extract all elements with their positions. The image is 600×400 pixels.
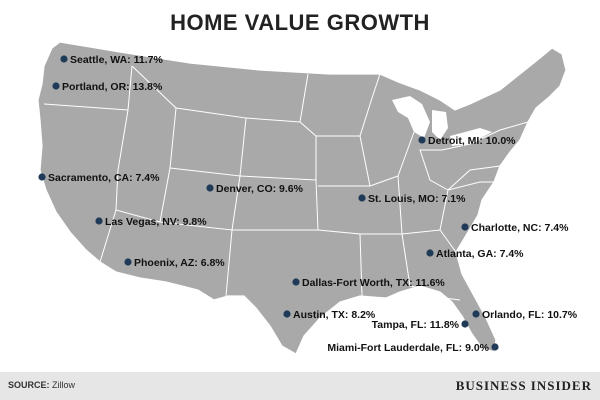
- city-label: Sacramento, CA: 7.4%: [48, 172, 160, 184]
- city-marker: Las Vegas, NV: 9.8%: [95, 216, 207, 228]
- map-title: HOME VALUE GROWTH: [0, 10, 600, 36]
- city-label: Tampa, FL: 11.8%: [372, 319, 460, 331]
- source-label: SOURCE:: [8, 380, 50, 390]
- city-label: St. Louis, MO: 7.1%: [368, 193, 466, 205]
- city-dot: [283, 310, 290, 317]
- city-dot: [292, 278, 299, 285]
- city-marker: Seattle, WA: 11.7%: [60, 54, 163, 66]
- city-dot: [472, 310, 479, 317]
- city-marker: Detroit, MI: 10.0%: [418, 135, 516, 147]
- city-marker: Portland, OR: 13.8%: [52, 81, 163, 93]
- source-value: Zillow: [52, 380, 75, 390]
- city-label: Charlotte, NC: 7.4%: [471, 222, 569, 234]
- city-dot: [491, 343, 498, 350]
- brand-logo: BUSINESS INSIDER: [456, 378, 592, 394]
- city-marker: St. Louis, MO: 7.1%: [358, 193, 466, 205]
- city-label: Portland, OR: 13.8%: [62, 81, 163, 93]
- city-label: Miami-Fort Lauderdale, FL: 9.0%: [327, 342, 489, 354]
- city-label: Orlando, FL: 10.7%: [482, 309, 578, 321]
- city-label: Phoenix, AZ: 6.8%: [134, 257, 225, 269]
- city-label: Dallas-Fort Worth, TX: 11.6%: [302, 277, 445, 289]
- city-marker: Denver, CO: 9.6%: [206, 183, 303, 195]
- city-marker: Tampa, FL: 11.8%: [372, 319, 469, 331]
- city-marker: Miami-Fort Lauderdale, FL: 9.0%: [327, 342, 498, 354]
- city-label: Seattle, WA: 11.7%: [70, 54, 163, 66]
- city-label: Atlanta, GA: 7.4%: [436, 248, 524, 260]
- city-dot: [95, 217, 102, 224]
- city-marker: Dallas-Fort Worth, TX: 11.6%: [292, 277, 445, 289]
- city-markers: Seattle, WA: 11.7% Portland, OR: 13.8% Sac…: [0, 40, 600, 370]
- city-dot: [418, 136, 425, 143]
- city-dot: [124, 258, 131, 265]
- city-marker: Charlotte, NC: 7.4%: [461, 222, 569, 234]
- city-dot: [52, 82, 59, 89]
- city-dot: [60, 55, 67, 62]
- city-dot: [206, 184, 213, 191]
- city-label: Austin, TX: 8.2%: [293, 309, 376, 321]
- city-label: Detroit, MI: 10.0%: [428, 135, 516, 147]
- city-dot: [358, 194, 365, 201]
- city-marker: Orlando, FL: 10.7%: [472, 309, 577, 321]
- city-dot: [461, 223, 468, 230]
- city-marker: Sacramento, CA: 7.4%: [38, 172, 160, 184]
- city-dot: [426, 249, 433, 256]
- city-dot: [38, 173, 45, 180]
- city-marker: Atlanta, GA: 7.4%: [426, 248, 524, 260]
- city-label: Las Vegas, NV: 9.8%: [105, 216, 207, 228]
- city-label: Denver, CO: 9.6%: [216, 183, 304, 195]
- city-dot: [461, 320, 468, 327]
- source-note: SOURCE: Zillow: [8, 380, 75, 390]
- city-marker: Austin, TX: 8.2%: [283, 309, 376, 321]
- city-marker: Phoenix, AZ: 6.8%: [124, 257, 225, 269]
